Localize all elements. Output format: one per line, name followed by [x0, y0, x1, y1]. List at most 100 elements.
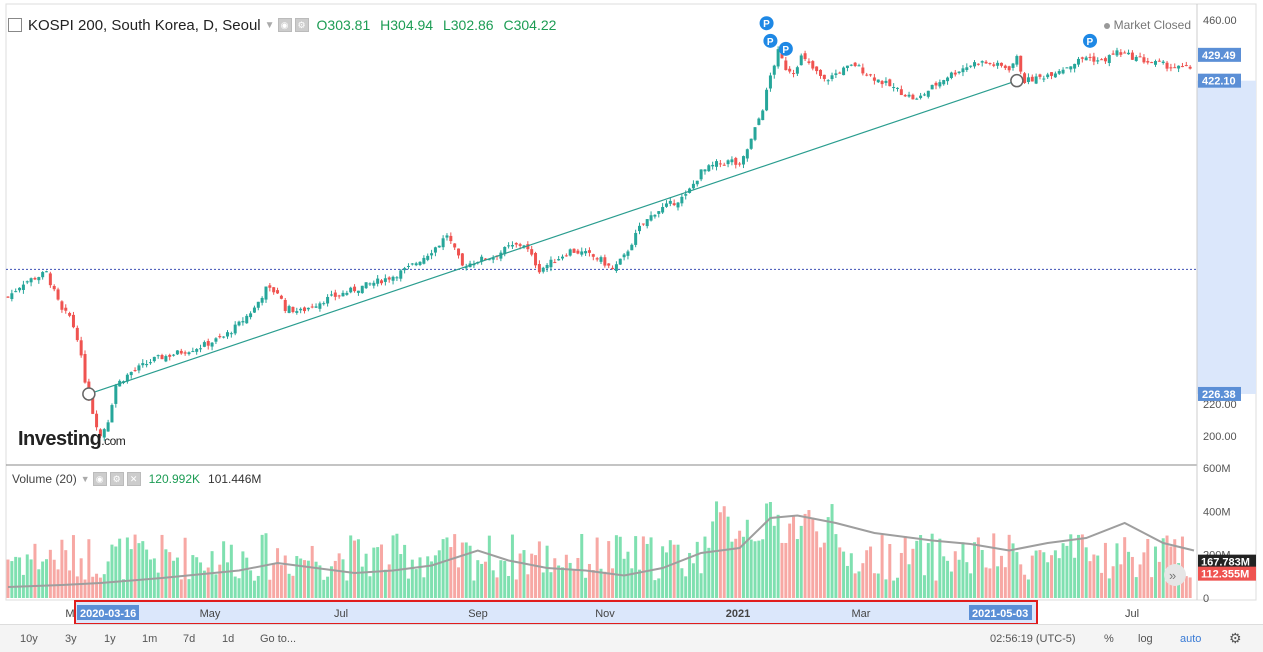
period-7d[interactable]: 7d	[183, 633, 196, 645]
chevron-down-icon[interactable]: ▼	[264, 19, 275, 31]
volume-bar	[780, 542, 784, 598]
candle-body	[984, 61, 988, 64]
symbol-title[interactable]: KOSPI 200, South Korea, D, Seoul	[28, 16, 261, 34]
volume-bar	[1050, 555, 1054, 598]
candle-body	[718, 163, 722, 165]
volume-bar	[14, 556, 18, 598]
volume-bar	[464, 542, 468, 598]
candle-body	[1111, 53, 1115, 55]
candle-body	[1150, 62, 1154, 64]
period-1d[interactable]: 1d	[222, 633, 235, 645]
candle-body	[314, 306, 318, 308]
dividend-marker	[778, 41, 793, 56]
candle-body	[861, 67, 865, 74]
close-icon[interactable]: ✕	[126, 472, 141, 486]
period-1y[interactable]: 1y	[104, 633, 116, 645]
period-3y[interactable]: 3y	[65, 633, 77, 645]
candle-body	[156, 355, 160, 357]
volume-bar	[691, 563, 695, 598]
volume-bar	[52, 559, 56, 598]
chart-icon[interactable]	[8, 18, 22, 32]
volume-bar	[1100, 572, 1104, 598]
candle-body	[291, 306, 295, 312]
range-end-label: 2021-05-03	[972, 608, 1028, 620]
volume-bar	[707, 547, 711, 598]
volume-bar	[930, 533, 934, 598]
volume-bar	[1161, 538, 1165, 598]
candle-body	[745, 149, 749, 159]
gear-icon[interactable]: ⚙	[294, 18, 309, 32]
volume-bar	[345, 580, 349, 598]
volume-bar	[433, 555, 437, 598]
volume-bar	[776, 514, 780, 598]
period-1m[interactable]: 1m	[142, 633, 158, 645]
percent-toggle[interactable]: %	[1104, 633, 1114, 645]
log-toggle[interactable]: log	[1138, 633, 1153, 645]
goto-button[interactable]: Go to...	[260, 633, 297, 645]
volume-bar	[191, 555, 195, 598]
candle-body	[64, 307, 68, 311]
volume-bar	[1076, 534, 1080, 598]
candle-body	[938, 82, 942, 87]
volume-bar	[699, 573, 703, 598]
candle-body	[849, 64, 853, 66]
volume-bar	[1026, 579, 1030, 598]
volume-bar	[1084, 547, 1088, 598]
candle-body	[91, 396, 95, 414]
candle-body	[510, 245, 514, 247]
volume-bar	[587, 563, 591, 598]
candle-body	[1003, 65, 1007, 69]
volume-bar	[884, 579, 888, 598]
gear-icon[interactable]: ⚙	[109, 472, 124, 486]
candle-body	[310, 306, 314, 308]
volume-bar	[584, 577, 588, 598]
eye-icon[interactable]: ◉	[92, 472, 107, 486]
auto-toggle[interactable]: auto	[1180, 633, 1202, 645]
volume-bar	[48, 549, 52, 598]
chevron-down-icon[interactable]: ▼	[80, 474, 90, 484]
volume-bar	[91, 576, 95, 598]
volume-bar	[460, 542, 464, 598]
volume-bar	[1042, 552, 1046, 598]
volume-bar	[122, 579, 126, 598]
dividend-marker-label: P	[1087, 37, 1094, 48]
candle-body	[749, 138, 753, 149]
volume-bar	[453, 534, 457, 598]
candle-body	[268, 285, 272, 288]
candle-body	[553, 262, 557, 264]
candle-body	[572, 248, 576, 253]
candle-body	[283, 299, 287, 311]
volume-bar	[572, 570, 576, 598]
candle-body	[980, 61, 984, 63]
candle-body	[83, 354, 87, 383]
settings-gear-icon[interactable]: ⚙	[1229, 630, 1242, 646]
candle-body	[10, 293, 14, 300]
candle-body	[853, 62, 857, 66]
volume-bar	[199, 562, 203, 598]
eye-icon[interactable]: ◉	[277, 18, 292, 32]
candle-body	[133, 370, 137, 372]
candle-body	[1173, 67, 1177, 69]
volume-bar	[922, 575, 926, 598]
candle-body	[996, 62, 1000, 66]
period-10y[interactable]: 10y	[20, 633, 38, 645]
candle-body	[603, 257, 607, 266]
candle-body	[372, 282, 376, 286]
candle-body	[568, 249, 572, 256]
candle-body	[845, 65, 849, 68]
volume-bar	[668, 540, 672, 598]
candle-body	[973, 62, 977, 67]
volume-bar	[580, 533, 584, 598]
candle-body	[410, 263, 414, 265]
candle-body	[896, 87, 899, 89]
volume-bar	[279, 565, 283, 598]
volume-label[interactable]: Volume (20)	[12, 472, 77, 486]
volume-bar	[56, 569, 60, 598]
scroll-right-button[interactable]	[1164, 564, 1186, 586]
volume-bar	[618, 536, 622, 598]
candle-body	[649, 215, 653, 221]
volume-bar	[60, 539, 64, 598]
candle-body	[422, 257, 426, 264]
candle-body	[734, 157, 738, 165]
